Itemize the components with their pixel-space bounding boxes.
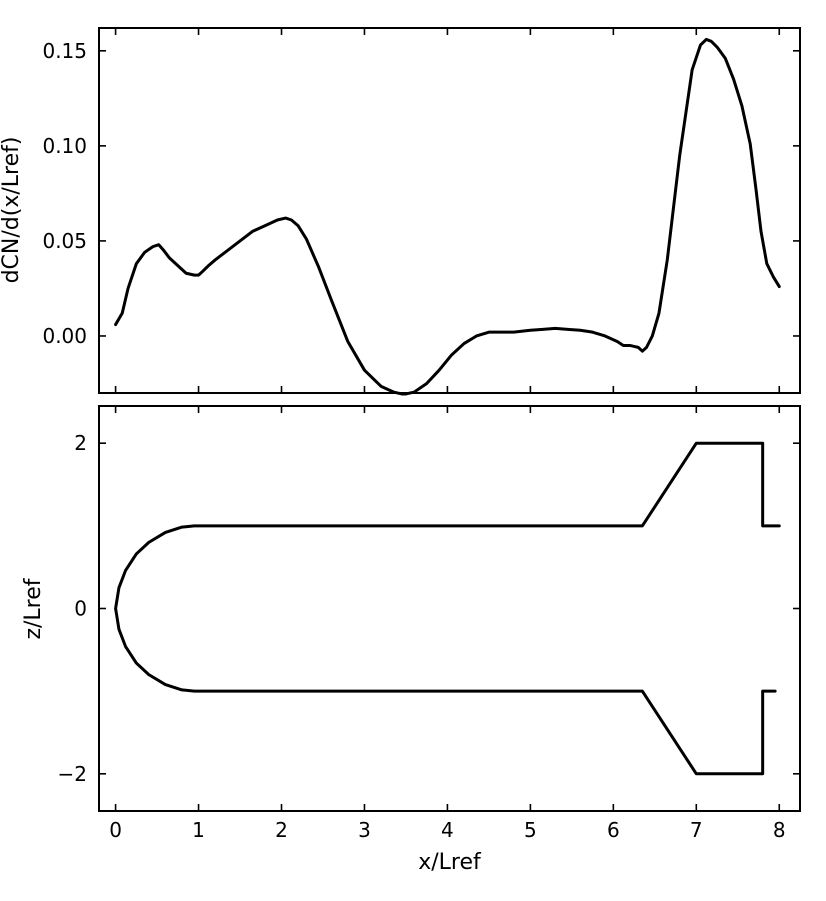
- axes-frame: [98, 405, 801, 812]
- y-axis-label: z/Lref: [21, 577, 46, 639]
- x-axis-label: x/Lref: [418, 850, 482, 875]
- bottom-panel-body-geometry: 0 1 2 3 4 5 6 7 8 −2 0 2 z/Lref x/Lref: [21, 405, 801, 875]
- x-tick-label: 5: [524, 818, 537, 842]
- series-line-1: [114, 37, 781, 396]
- x-tick-label: 0: [109, 818, 122, 842]
- y-tick-label: 0: [74, 597, 87, 621]
- x-tick-label: 6: [607, 818, 620, 842]
- series-line-1: [114, 441, 781, 776]
- y-tick-label: 0.00: [42, 324, 87, 348]
- y-tick-label: 0.05: [42, 229, 87, 253]
- y-axis-label: dCN/d(x/Lref): [0, 137, 24, 284]
- x-tick-label: 4: [441, 818, 454, 842]
- top-panel-dcn-distribution: 0.00 0.05 0.10 0.15 dCN/d(x/Lref): [0, 27, 801, 396]
- axes-frame: [98, 27, 801, 394]
- y-tick-label: −2: [58, 762, 87, 786]
- y-tick-label: 0.15: [42, 39, 87, 63]
- x-tick-label: 8: [773, 818, 786, 842]
- y-tick-label: 2: [74, 431, 87, 455]
- x-tick-label: 2: [275, 818, 288, 842]
- y-tick-label: 0.10: [42, 134, 87, 158]
- x-tick-label: 1: [192, 818, 205, 842]
- x-tick-label: 3: [358, 818, 371, 842]
- x-tick-label: 7: [690, 818, 703, 842]
